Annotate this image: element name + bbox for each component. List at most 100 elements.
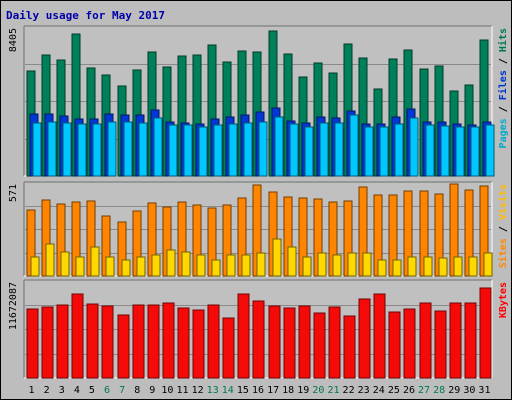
kbytes-bar-kbytes-24 bbox=[373, 293, 386, 379]
hits-bar-pages-17 bbox=[274, 116, 284, 177]
hits-bar-pages-13 bbox=[213, 124, 223, 177]
kbytes-bar-kbytes-18 bbox=[283, 307, 296, 379]
visits-bar-sites-6 bbox=[105, 256, 115, 277]
kbytes-bar-kbytes-11 bbox=[177, 307, 190, 379]
kbytes-bar-kbytes-27 bbox=[419, 302, 432, 379]
hits-bar-pages-21 bbox=[334, 122, 344, 177]
visits-side-label: Sites / Visits bbox=[497, 184, 509, 268]
x-tick-label-30: 30 bbox=[463, 385, 475, 396]
hits-bar-pages-16 bbox=[258, 121, 268, 177]
hits-bar-pages-7 bbox=[123, 121, 133, 177]
visits-bar-sites-7 bbox=[121, 259, 131, 277]
kbytes-bar-kbytes-26 bbox=[403, 308, 416, 379]
hits-bar-pages-28 bbox=[440, 125, 450, 177]
hits-bar-pages-30 bbox=[470, 126, 480, 177]
x-tick-label-18: 18 bbox=[282, 385, 294, 396]
visits-side-label-part-1: / bbox=[498, 220, 509, 238]
x-tick-label-1: 1 bbox=[29, 385, 35, 396]
hits-bar-pages-6 bbox=[107, 121, 117, 177]
x-tick-label-22: 22 bbox=[343, 385, 355, 396]
x-tick-label-14: 14 bbox=[222, 385, 234, 396]
x-tick-label-20: 20 bbox=[312, 385, 324, 396]
x-tick-label-26: 26 bbox=[403, 385, 415, 396]
visits-bar-sites-9 bbox=[151, 254, 161, 277]
visits-bar-sites-1 bbox=[30, 256, 40, 277]
hits-side-label-part-0: Pages bbox=[498, 118, 509, 148]
visits-bar-sites-18 bbox=[287, 246, 297, 277]
hits-bar-pages-11 bbox=[183, 124, 193, 177]
x-tick-label-15: 15 bbox=[237, 385, 249, 396]
visits-bar-sites-15 bbox=[241, 254, 251, 277]
kbytes-bar-kbytes-15 bbox=[237, 293, 250, 379]
x-tick-label-10: 10 bbox=[161, 385, 173, 396]
visits-bar-sites-12 bbox=[196, 254, 206, 277]
visits-bar-sites-20 bbox=[317, 252, 327, 277]
x-tick-label-21: 21 bbox=[327, 385, 339, 396]
hits-side-label-part-3: / bbox=[498, 52, 509, 70]
x-tick-label-8: 8 bbox=[134, 385, 140, 396]
chart-title: Daily usage for May 2017 bbox=[6, 9, 165, 22]
visits-bar-sites-26 bbox=[407, 256, 417, 277]
kbytes-bar-kbytes-3 bbox=[56, 304, 69, 379]
hits-bar-pages-8 bbox=[138, 122, 148, 177]
x-tick-label-19: 19 bbox=[297, 385, 309, 396]
visits-bar-sites-19 bbox=[302, 256, 312, 277]
hits-bar-pages-23 bbox=[364, 126, 374, 177]
visits-max-label: 571 bbox=[8, 184, 19, 202]
x-tick-label-27: 27 bbox=[418, 385, 430, 396]
hits-bar-pages-10 bbox=[168, 124, 178, 177]
kbytes-bar-kbytes-10 bbox=[162, 302, 175, 379]
visits-bar-sites-23 bbox=[362, 252, 372, 277]
kbytes-bar-kbytes-20 bbox=[313, 312, 326, 379]
visits-bar-sites-21 bbox=[332, 254, 342, 277]
x-tick-label-24: 24 bbox=[373, 385, 385, 396]
visits-bar-sites-3 bbox=[60, 251, 70, 277]
x-tick-label-16: 16 bbox=[252, 385, 264, 396]
kbytes-max-label: 11672087 bbox=[8, 282, 19, 330]
x-tick-label-29: 29 bbox=[448, 385, 460, 396]
x-tick-label-25: 25 bbox=[388, 385, 400, 396]
kbytes-bar-kbytes-1 bbox=[26, 308, 39, 379]
visits-bar-sites-17 bbox=[272, 238, 282, 277]
hits-bar-pages-14 bbox=[228, 123, 238, 177]
visits-bar-sites-25 bbox=[392, 259, 402, 277]
x-tick-label-3: 3 bbox=[59, 385, 65, 396]
kbytes-bar-kbytes-9 bbox=[147, 304, 160, 379]
x-tick-label-13: 13 bbox=[207, 385, 219, 396]
hits-bar-pages-20 bbox=[319, 122, 329, 177]
visits-bar-sites-10 bbox=[166, 249, 176, 277]
x-tick-label-9: 9 bbox=[149, 385, 155, 396]
kbytes-bar-kbytes-22 bbox=[343, 315, 356, 379]
x-tick-label-31: 31 bbox=[478, 385, 490, 396]
kbytes-side-label-part-0: KBytes bbox=[498, 282, 509, 318]
visits-bar-sites-31 bbox=[483, 252, 493, 277]
kbytes-bar-kbytes-13 bbox=[207, 304, 220, 379]
hits-bar-pages-31 bbox=[485, 124, 495, 177]
x-tick-label-28: 28 bbox=[433, 385, 445, 396]
visits-bar-sites-30 bbox=[468, 256, 478, 277]
hits-bar-pages-18 bbox=[289, 123, 299, 177]
hits-bar-pages-29 bbox=[455, 126, 465, 177]
visits-bar-sites-2 bbox=[45, 243, 55, 277]
visits-bar-sites-11 bbox=[181, 251, 191, 277]
kbytes-bar-kbytes-19 bbox=[298, 305, 311, 379]
hits-bar-pages-19 bbox=[304, 126, 314, 177]
visits-bar-sites-5 bbox=[90, 246, 100, 277]
kbytes-bar-kbytes-30 bbox=[464, 302, 477, 379]
hits-side-label-part-2: Files bbox=[497, 70, 509, 100]
x-tick-label-12: 12 bbox=[192, 385, 204, 396]
hits-bar-pages-27 bbox=[425, 124, 435, 177]
x-tick-label-17: 17 bbox=[267, 385, 279, 396]
kbytes-bar-kbytes-14 bbox=[222, 317, 235, 379]
visits-bar-sites-24 bbox=[377, 259, 387, 277]
x-tick-label-23: 23 bbox=[358, 385, 370, 396]
hits-side-label: Pages / Files / Hits bbox=[497, 28, 509, 148]
x-tick-label-11: 11 bbox=[176, 385, 188, 396]
kbytes-bar-kbytes-25 bbox=[388, 311, 401, 379]
x-tick-label-2: 2 bbox=[44, 385, 50, 396]
hits-bar-pages-24 bbox=[379, 126, 389, 177]
hits-bar-pages-12 bbox=[198, 126, 208, 177]
visits-bar-sites-13 bbox=[211, 259, 221, 277]
kbytes-bar-kbytes-23 bbox=[358, 298, 371, 379]
